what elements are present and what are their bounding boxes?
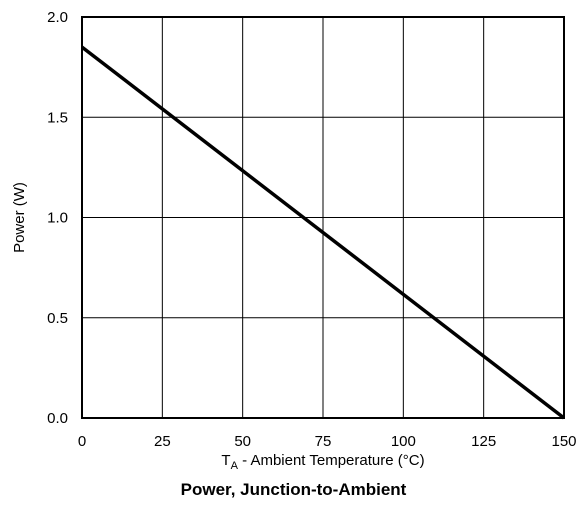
x-tick-label: 150 <box>551 433 576 450</box>
x-axis-label: TA - Ambient Temperature (°C) <box>221 452 424 470</box>
chart-title: Power, Junction-to-Ambient <box>180 480 407 499</box>
tick-labels: 0 25 50 75 100 125 150 0.0 0.5 1.0 1.5 2.0 <box>47 9 576 450</box>
series-lines <box>80 45 566 420</box>
x-tick-label: 125 <box>471 433 496 450</box>
plot-frame <box>81 16 565 419</box>
y-tick-label: 0.5 <box>47 310 68 327</box>
series-line <box>80 45 566 420</box>
grid-lines <box>82 17 564 418</box>
x-tick-label: 25 <box>154 433 171 450</box>
y-tick-label: 0.0 <box>47 410 68 427</box>
y-tick-label: 1.5 <box>47 109 68 126</box>
y-tick-label: 1.0 <box>47 210 68 227</box>
x-axis-label-subscript: A <box>231 460 239 470</box>
x-tick-label: 100 <box>391 433 416 450</box>
x-tick-label: 75 <box>315 433 332 450</box>
chart: 0 25 50 75 100 125 150 0.0 0.5 1.0 1.5 2.0 Power (W… <box>11 9 577 470</box>
y-axis-label: Power (W) <box>11 182 28 253</box>
x-axis-label-main: T <box>221 452 230 469</box>
x-tick-label: 0 <box>78 433 86 450</box>
x-axis-label-rest: - Ambient Temperature (°C) <box>238 452 425 469</box>
x-tick-label: 50 <box>234 433 251 450</box>
y-tick-label: 2.0 <box>47 9 68 26</box>
